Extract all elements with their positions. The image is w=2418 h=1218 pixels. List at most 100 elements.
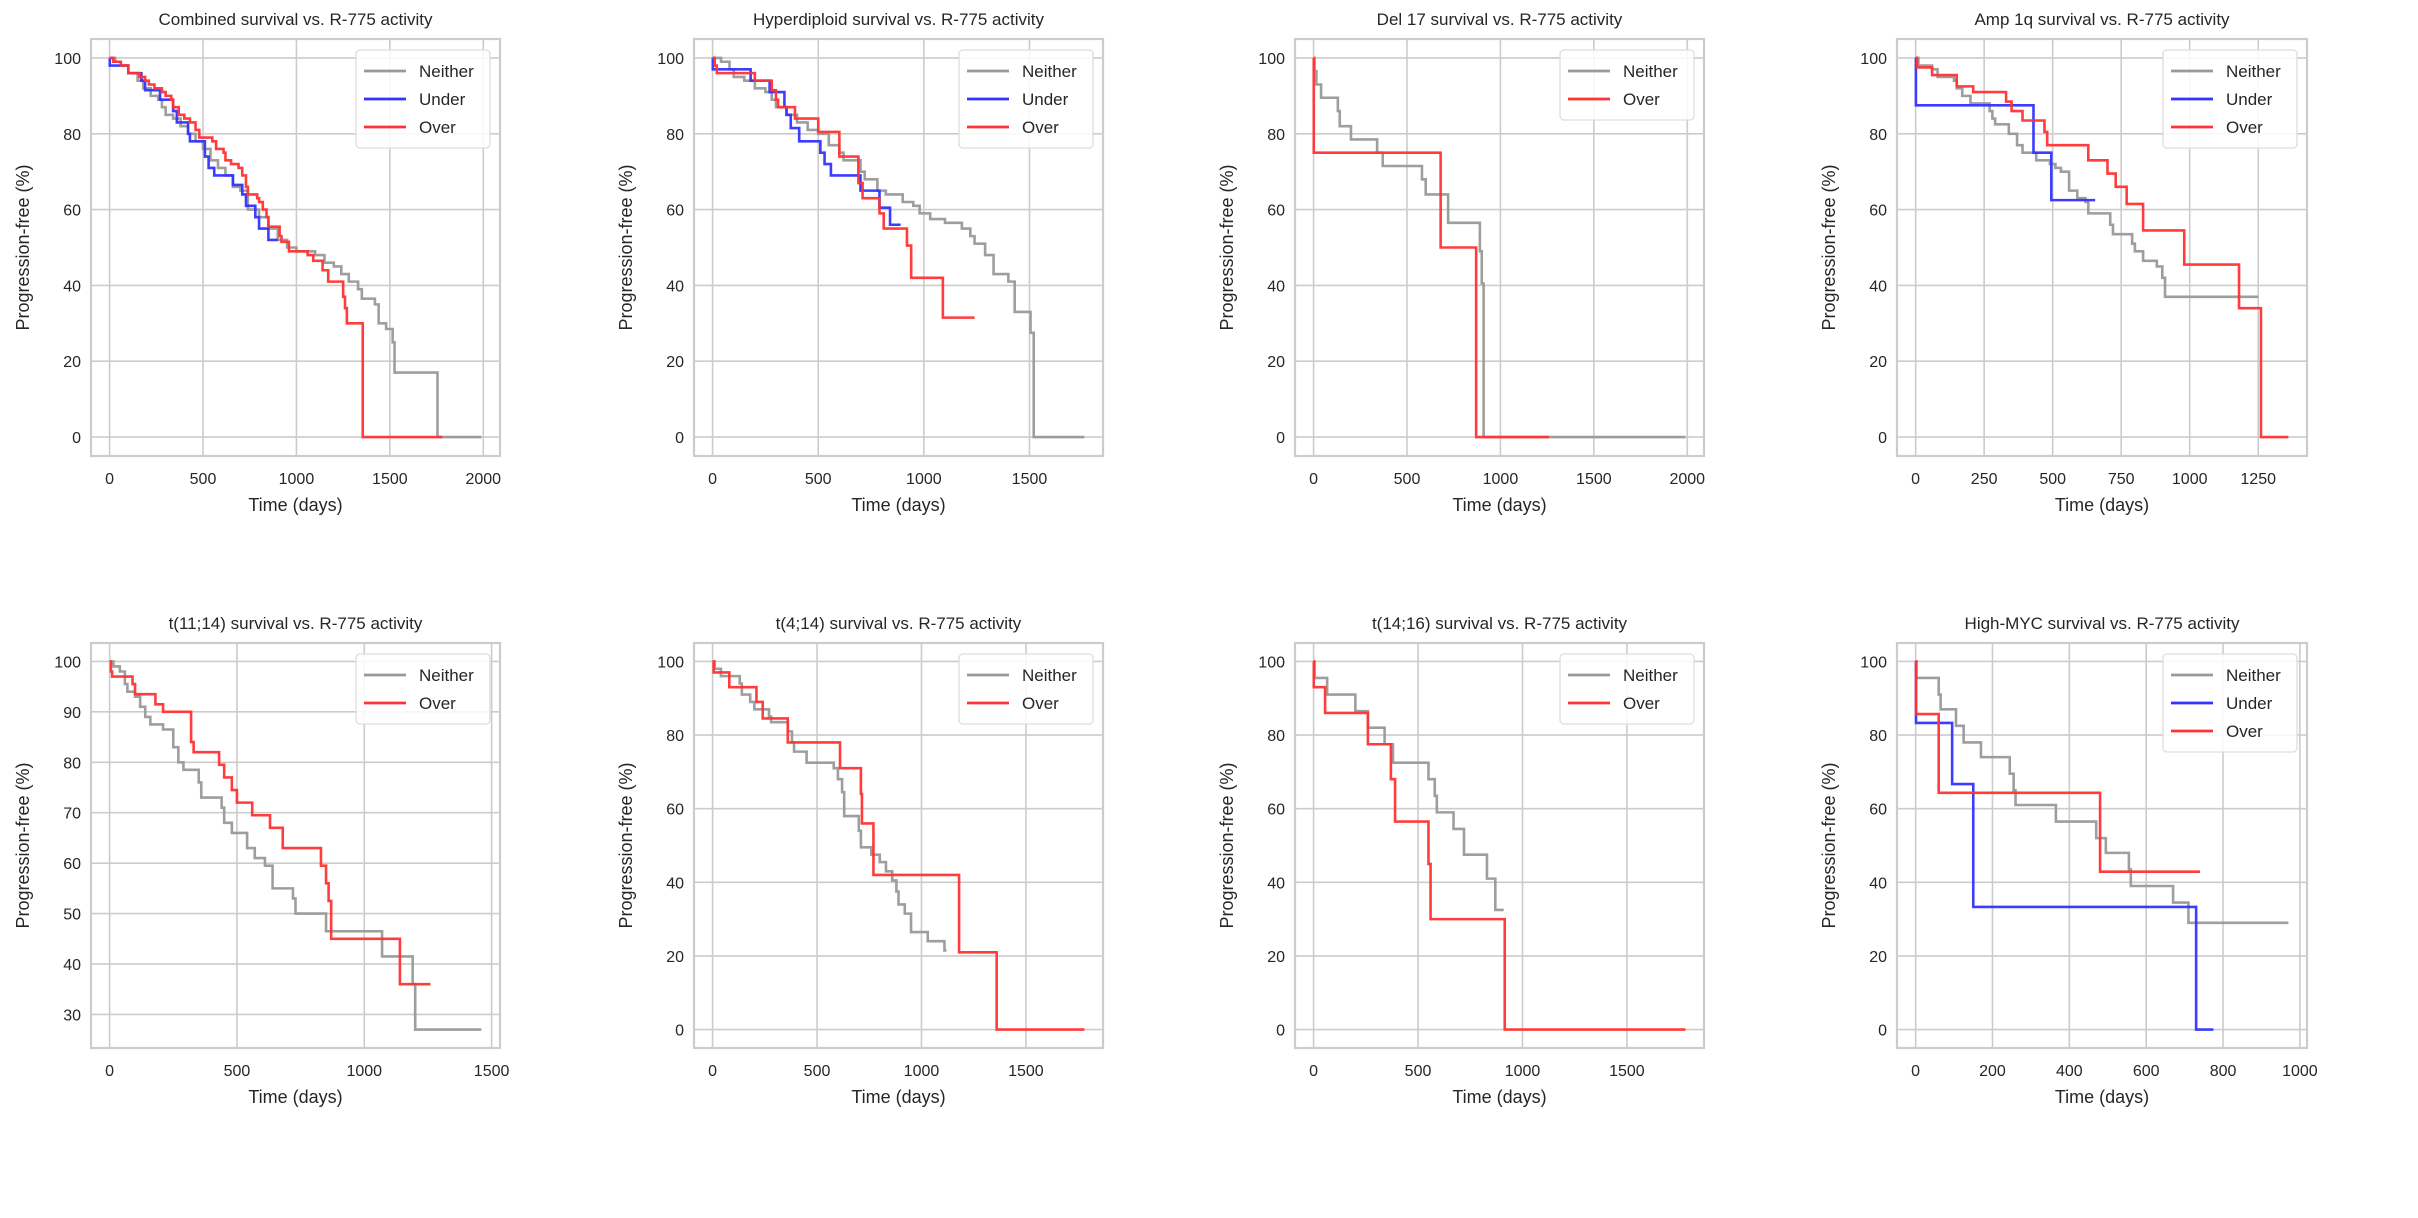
legend-box <box>958 49 1094 149</box>
series-line-over <box>712 56 975 319</box>
x-tick-label: 1500 <box>1012 471 1048 488</box>
legend-label: Neither <box>419 62 474 81</box>
series-line-over <box>1915 56 2289 439</box>
legend-label: Neither <box>2226 666 2281 685</box>
y-tick-label: 90 <box>63 705 81 722</box>
x-axis-label: Time (days) <box>1452 1087 1546 1107</box>
y-tick-label: 100 <box>657 654 684 671</box>
x-tick-label: 0 <box>1911 471 1920 488</box>
x-tick-label: 750 <box>2108 471 2135 488</box>
legend-label: Over <box>2226 722 2263 741</box>
y-tick-label: 100 <box>1258 654 1285 671</box>
y-axis-label: Progression-free (%) <box>616 762 636 928</box>
y-tick-label: 20 <box>1267 354 1285 371</box>
legend-box <box>2162 49 2298 149</box>
subplot-title: Del 17 survival vs. R-775 activity <box>1377 10 1623 29</box>
y-tick-label: 0 <box>1878 430 1887 447</box>
y-tick-label: 20 <box>1869 354 1887 371</box>
x-tick-label: 0 <box>708 471 717 488</box>
x-tick-label: 2000 <box>465 471 501 488</box>
y-tick-label: 20 <box>63 354 81 371</box>
y-axis-label: Progression-free (%) <box>616 164 636 330</box>
x-tick-label: 1500 <box>1576 471 1612 488</box>
series-line-neither <box>712 660 947 952</box>
series-line-over <box>109 56 443 439</box>
x-tick-label: 500 <box>804 1063 831 1080</box>
y-tick-label: 50 <box>63 907 81 924</box>
y-tick-label: 60 <box>666 802 684 819</box>
y-tick-label: 60 <box>1267 802 1285 819</box>
x-tick-label: 200 <box>1979 1063 2006 1080</box>
x-tick-label: 1500 <box>372 471 408 488</box>
x-tick-label: 250 <box>1971 471 1998 488</box>
subplot-title: t(14;16) survival vs. R-775 activity <box>1372 614 1628 633</box>
y-tick-label: 80 <box>63 127 81 144</box>
y-tick-label: 80 <box>1267 728 1285 745</box>
x-axis-label: Time (days) <box>2055 495 2149 515</box>
x-tick-label: 600 <box>2133 1063 2160 1080</box>
y-axis-label: Progression-free (%) <box>1217 762 1237 928</box>
legend-label: Neither <box>1623 62 1678 81</box>
y-tick-label: 80 <box>1869 728 1887 745</box>
y-axis-label: Progression-free (%) <box>13 762 33 928</box>
y-tick-label: 30 <box>63 1007 81 1024</box>
x-axis-label: Time (days) <box>851 495 945 515</box>
y-tick-label: 0 <box>1878 1023 1887 1040</box>
series-line-neither <box>712 56 1085 439</box>
subplot-2: 0 500 1000 1500 0 20 40 60 80 100 Hyperdiploid sur… <box>616 10 1105 515</box>
x-tick-label: 800 <box>2210 1063 2237 1080</box>
legend-label: Under <box>1022 90 1069 109</box>
y-axis-label: Progression-free (%) <box>1819 164 1839 330</box>
x-tick-label: 1000 <box>904 1063 940 1080</box>
legend-box <box>355 653 491 725</box>
y-tick-label: 60 <box>1267 203 1285 220</box>
x-tick-label: 0 <box>105 1063 114 1080</box>
x-tick-label: 1000 <box>346 1063 382 1080</box>
y-tick-label: 40 <box>63 957 81 974</box>
series-line-over <box>1312 56 1550 439</box>
subplot-6: 0 500 1000 1500 0 20 40 60 80 100 t(4;14) survival… <box>616 614 1105 1107</box>
series-line-neither <box>109 56 482 439</box>
y-axis-label: Progression-free (%) <box>1217 164 1237 330</box>
x-axis-label: Time (days) <box>248 495 342 515</box>
x-tick-label: 1000 <box>906 471 942 488</box>
y-tick-label: 0 <box>72 430 81 447</box>
subplot-5: 0 500 1000 1500 30 40 50 60 70 80 90 100 t(11;14) su… <box>13 614 509 1107</box>
legend: Neither Under Over <box>2162 49 2298 149</box>
legend: Neither Over <box>1559 653 1695 725</box>
y-tick-label: 60 <box>1869 203 1887 220</box>
x-tick-label: 0 <box>1309 1063 1318 1080</box>
x-tick-label: 500 <box>1394 471 1421 488</box>
subplot-title: Amp 1q survival vs. R-775 activity <box>1974 10 2230 29</box>
x-tick-label: 0 <box>1911 1063 1920 1080</box>
x-tick-label: 500 <box>1405 1063 1432 1080</box>
y-tick-label: 70 <box>63 806 81 823</box>
x-tick-label: 500 <box>2039 471 2066 488</box>
y-tick-label: 60 <box>666 203 684 220</box>
subplot-3: 0 500 1000 1500 2000 0 20 40 60 80 100 Del 17 survi… <box>1217 10 1705 515</box>
subplot-title: High-MYC survival vs. R-775 activity <box>1965 614 2240 633</box>
y-tick-label: 60 <box>1869 802 1887 819</box>
legend-box <box>1559 653 1695 725</box>
x-tick-label: 0 <box>708 1063 717 1080</box>
legend: Neither Under Over <box>355 49 491 149</box>
y-tick-label: 60 <box>63 856 81 873</box>
x-tick-label: 2000 <box>1669 471 1705 488</box>
subplot-1: 0 500 1000 1500 2000 0 20 40 60 80 100 Combined sur… <box>13 10 501 515</box>
y-tick-label: 100 <box>54 654 81 671</box>
y-tick-label: 40 <box>1267 278 1285 295</box>
legend-label: Neither <box>2226 62 2281 81</box>
series-line-neither <box>1313 660 1504 912</box>
legend-label: Under <box>2226 694 2273 713</box>
y-tick-label: 40 <box>666 875 684 892</box>
y-tick-label: 80 <box>1869 127 1887 144</box>
series-line-over <box>712 660 1085 1031</box>
series-line-over <box>1914 660 2200 873</box>
legend-label: Over <box>2226 118 2263 137</box>
y-tick-label: 20 <box>666 354 684 371</box>
y-tick-label: 20 <box>1267 949 1285 966</box>
series-line-under <box>108 56 278 242</box>
legend: Neither Over <box>958 653 1094 725</box>
legend: Neither Over <box>355 653 491 725</box>
